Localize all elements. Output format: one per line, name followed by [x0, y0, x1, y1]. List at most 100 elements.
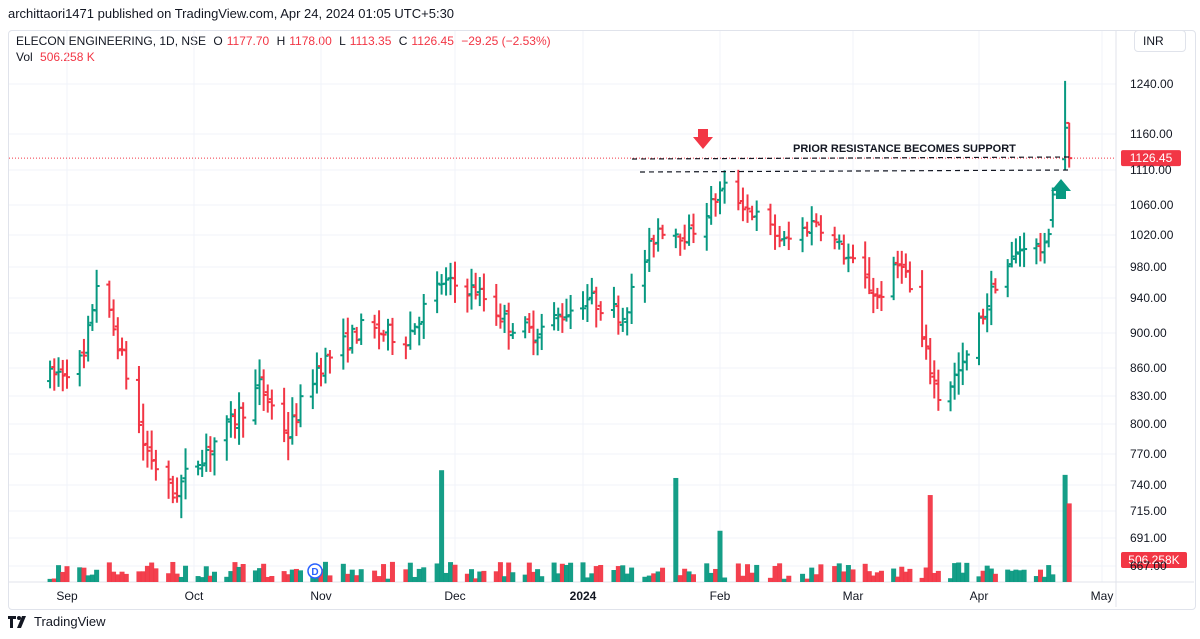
last-price-label: 1126.45 — [1130, 151, 1173, 165]
volume-bar — [878, 570, 884, 582]
ohlc-bar — [468, 268, 475, 310]
symbol-title[interactable]: ELECON ENGINEERING, 1D, NSE — [16, 34, 207, 48]
ohlc-bar — [199, 449, 206, 477]
ohlc-bar — [721, 170, 728, 204]
volume-bar — [289, 569, 295, 582]
ohlc-bar — [597, 301, 604, 321]
ohlc-bar — [211, 437, 218, 476]
volume-bar — [443, 572, 449, 582]
volume-bar — [931, 572, 937, 582]
price-tick-label: 830.00 — [1130, 389, 1167, 403]
ohlc-bar — [878, 281, 885, 312]
volume-bar — [845, 565, 851, 582]
ohlc-bar — [497, 303, 504, 329]
volume-bar — [236, 566, 242, 582]
ohlc-bar — [472, 272, 479, 300]
ohlc-bar — [850, 244, 856, 264]
ohlc-bar — [628, 273, 635, 325]
last-price-badge — [1121, 150, 1181, 167]
volume-bar — [232, 562, 238, 582]
ohlc-bar — [80, 338, 87, 369]
volume-bar — [1046, 565, 1052, 582]
volume-bar — [389, 561, 395, 582]
volume-bar — [874, 572, 880, 582]
volume-bar — [984, 565, 990, 582]
ohlc-bar — [955, 352, 962, 395]
volume-bar — [526, 562, 532, 582]
ohlc-bar — [927, 338, 934, 385]
ohlc-bar — [717, 181, 723, 215]
ohlc-bar — [866, 257, 873, 295]
volume-bar — [1038, 569, 1043, 582]
volume-bar — [136, 571, 142, 582]
ohlc-bar — [976, 312, 982, 366]
volume-bar — [412, 576, 418, 582]
tradingview-brand: TradingView — [34, 614, 106, 629]
volume-bar — [174, 573, 180, 582]
volume-bar — [123, 573, 129, 582]
volume-bar — [535, 569, 541, 582]
volume-bar — [813, 574, 819, 582]
time-tick-label: Apr — [970, 589, 989, 603]
volume-bar — [1021, 569, 1027, 582]
ohlc-bar — [231, 408, 238, 439]
ohlc-bar — [1037, 232, 1044, 262]
ohlc-bar — [174, 477, 181, 503]
ohlc-bar — [240, 402, 247, 438]
volume-bar — [809, 567, 815, 582]
ohlc-bar — [318, 357, 324, 387]
annotation-label: PRIOR RESISTANCE BECOMES SUPPORT — [793, 143, 1016, 155]
ohlc-bar — [898, 250, 905, 284]
volume-bar — [469, 569, 475, 582]
volume-bar — [261, 563, 267, 582]
open-value: 1177.70 — [226, 34, 270, 48]
price-tick-label: 667.00 — [1130, 559, 1167, 573]
ohlc-bar — [152, 449, 159, 481]
volume-bar — [140, 571, 146, 582]
ohlc-bar — [389, 317, 396, 356]
volume-bar — [376, 576, 382, 582]
volume-bar — [81, 567, 87, 582]
ohlc-bar — [464, 278, 471, 313]
ohlc-bar — [480, 273, 487, 312]
volume-bar — [899, 566, 905, 582]
ohlc-bar — [906, 261, 913, 293]
ohlc-bar — [739, 187, 746, 222]
ohlc-bar — [781, 231, 788, 247]
ohlc-bar — [110, 299, 117, 336]
volume-bar — [818, 564, 824, 582]
ohlc-bar — [836, 234, 843, 250]
ohlc-bar — [767, 203, 774, 236]
volume-bar — [539, 576, 545, 582]
close-value: 1126.45 — [411, 34, 454, 48]
volume-bar — [935, 570, 941, 582]
ohlc-bar — [659, 224, 666, 240]
ohlc-bar — [840, 234, 847, 265]
volume-bar — [749, 572, 755, 582]
low-value: 1113.35 — [349, 34, 392, 48]
volume-bar — [310, 575, 316, 582]
volume-bar — [240, 564, 246, 582]
time-tick-label: Dec — [444, 589, 465, 603]
volume-bar — [624, 573, 630, 582]
tradingview-footer[interactable]: TradingView — [8, 614, 106, 629]
ohlc-bar — [165, 460, 172, 499]
close-label: C — [398, 34, 408, 48]
ohlc-bar — [252, 369, 259, 425]
ohlc-bar — [169, 475, 176, 504]
ohlc-bar — [289, 397, 296, 445]
volume-bar — [269, 576, 275, 582]
volume-bar — [85, 575, 91, 582]
volume-bar — [964, 562, 970, 582]
ohlc-bar — [47, 360, 54, 389]
currency-selector[interactable]: INR — [1134, 30, 1186, 52]
volume-bar — [952, 563, 958, 582]
ohlc-bar — [106, 280, 113, 318]
last-volume-badge — [1121, 552, 1187, 568]
ohlc-bar — [358, 313, 365, 345]
volume-bar — [903, 571, 909, 582]
ohlc-bar — [236, 392, 243, 445]
volume-bar — [717, 530, 723, 582]
volume-bar — [473, 578, 479, 582]
